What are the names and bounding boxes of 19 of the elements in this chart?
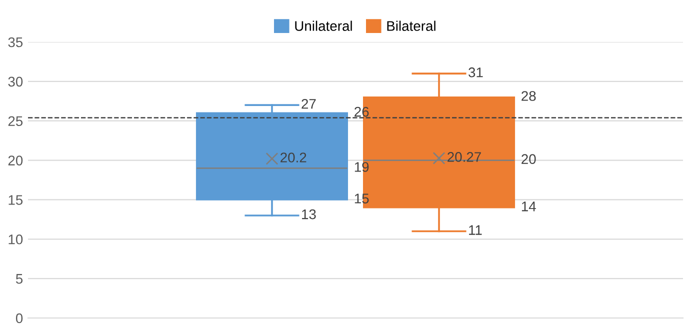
annotation: 31 bbox=[468, 67, 483, 78]
y-tick-label: 10 bbox=[8, 234, 23, 244]
y-tick-label: 0 bbox=[16, 313, 23, 324]
annotation: 20.27 bbox=[448, 152, 481, 162]
legend-label: Unilateral bbox=[295, 20, 352, 31]
annotation: 13 bbox=[302, 209, 316, 220]
y-tick-label: 5 bbox=[16, 274, 23, 284]
y-tick-label: 20 bbox=[8, 156, 23, 166]
legend-label: Bilateral bbox=[387, 20, 436, 31]
y-tick-label: 15 bbox=[8, 195, 23, 205]
annotation: 27 bbox=[302, 98, 316, 109]
annotation: 28 bbox=[522, 91, 536, 101]
annotation: 20.2 bbox=[280, 152, 306, 162]
annotation: 20 bbox=[522, 154, 536, 164]
y-tick-label: 30 bbox=[8, 76, 23, 87]
y-tick-label: 35 bbox=[8, 37, 23, 48]
y-tick-label: 25 bbox=[8, 116, 23, 126]
annotation: 11 bbox=[469, 225, 482, 235]
annotation: 14 bbox=[522, 202, 536, 212]
